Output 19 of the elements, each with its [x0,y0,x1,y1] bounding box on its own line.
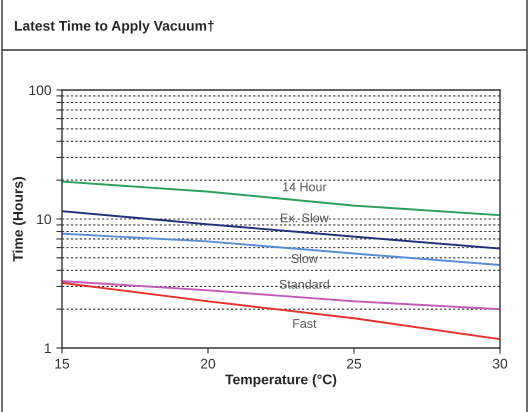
y-axis-title: Time (Hours) [12,176,26,262]
x-tick-label: 15 [55,358,70,369]
x-tick-label: 25 [346,358,362,369]
y-tick-label: 1 [44,343,51,354]
series-label: 14 Hour [283,182,326,192]
series-label: Slow [291,254,318,264]
y-tick-label: 10 [37,214,52,224]
series-label: Ex. Slow [281,213,329,222]
line-series [62,280,500,310]
series-label: Standard [280,280,329,289]
y-tick-label: 100 [29,85,52,96]
chart-title: Latest Time to Apply Vacuum† [14,20,214,34]
x-tick-label: 20 [200,358,216,369]
line-series [62,282,500,340]
series-label: Fast [293,319,316,328]
x-tick-label: 30 [492,358,508,369]
x-axis-title: Temperature (°C) [225,374,336,388]
line-series [62,232,500,266]
line-series [62,210,500,250]
